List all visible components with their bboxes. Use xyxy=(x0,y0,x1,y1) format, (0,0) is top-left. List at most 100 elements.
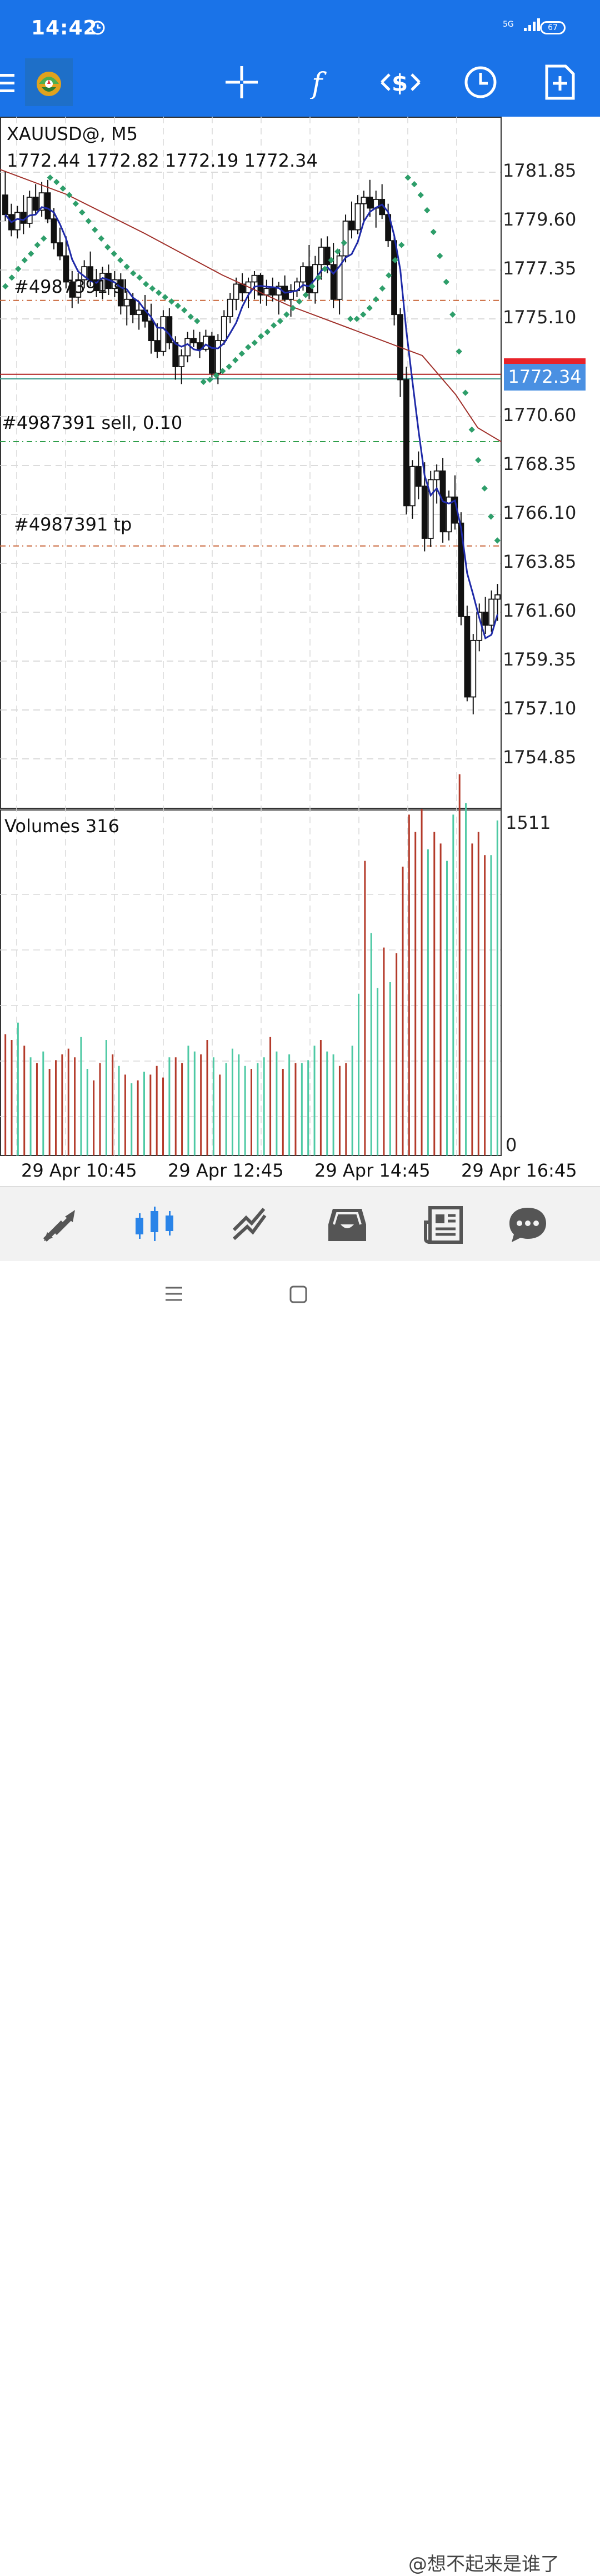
parabolic-sar-dot xyxy=(494,537,501,544)
price-tick-label: 1757.10 xyxy=(503,698,577,719)
parabolic-sar-dot xyxy=(277,318,283,324)
bull-candle xyxy=(433,470,440,481)
fast-moving-average-line xyxy=(4,203,498,640)
parabolic-sar-dot xyxy=(53,178,60,186)
bull-candle xyxy=(160,316,167,352)
parabolic-sar-dot xyxy=(21,257,28,264)
price-tick-label: 1781.85 xyxy=(503,160,577,181)
parabolic-sar-dot xyxy=(66,192,73,198)
parabolic-sar-dot xyxy=(475,457,482,463)
bear-candle xyxy=(166,316,173,343)
parabolic-sar-dot xyxy=(271,322,277,329)
bull-candle xyxy=(251,274,258,283)
nav-trade[interactable] xyxy=(222,1197,278,1253)
price-chart[interactable]: XAUUSD@, M5 1772.44 1772.82 1772.19 1772… xyxy=(0,117,600,1186)
bull-candle xyxy=(409,466,416,507)
bear-candle xyxy=(69,281,76,298)
parabolic-sar-dot xyxy=(59,185,66,192)
parabolic-sar-dot xyxy=(302,292,309,298)
bull-candle xyxy=(342,221,349,257)
volume-max-label: 1511 xyxy=(506,812,551,833)
parabolic-sar-dot xyxy=(85,218,92,224)
price-tick-label: 1775.10 xyxy=(503,307,577,328)
alarm-icon xyxy=(90,20,106,38)
history-icon xyxy=(328,1209,366,1241)
bull-candle xyxy=(446,496,452,533)
bull-candle xyxy=(354,203,361,231)
parabolic-sar-dot xyxy=(328,257,334,264)
parabolic-sar-dot xyxy=(200,378,207,386)
parabolic-sar-dot xyxy=(289,304,296,312)
current-price-tag: 1772.34 xyxy=(504,358,586,391)
parabolic-sar-dot xyxy=(283,311,290,318)
price-tick-label: 1768.35 xyxy=(503,453,577,474)
ohlc-values: 1772.44 1772.82 1772.19 1772.34 xyxy=(7,150,318,171)
chat-icon xyxy=(509,1208,546,1242)
bear-candle xyxy=(306,266,312,293)
crosshair-icon xyxy=(226,66,258,98)
bull-candle xyxy=(38,192,45,211)
nav-history[interactable] xyxy=(319,1197,375,1253)
parabolic-sar-dot xyxy=(174,302,181,309)
time-axis-label: 29 Apr 12:45 xyxy=(168,1160,284,1181)
parabolic-sar-dot xyxy=(322,266,328,272)
watermark: @想不起来是谁了 xyxy=(408,2553,559,2575)
bear-candle xyxy=(348,221,355,231)
battery-level: 67 xyxy=(548,23,558,32)
parabolic-sar-dot xyxy=(411,181,418,188)
nav-chart[interactable] xyxy=(127,1197,182,1253)
parabolic-sar-dot xyxy=(79,209,86,216)
parabolic-sar-dot xyxy=(366,304,373,312)
home-icon[interactable] xyxy=(289,1286,307,1305)
price-tick-label: 1766.10 xyxy=(503,502,577,523)
parabolic-sar-dot xyxy=(347,316,354,322)
bear-candle xyxy=(458,522,464,617)
volumes-label: Volumes 316 xyxy=(4,816,119,837)
bear-candle xyxy=(148,321,154,342)
objects-icon: $ xyxy=(381,69,421,97)
parabolic-sar-dot xyxy=(417,192,424,198)
bear-candle xyxy=(172,342,179,367)
status-bar: 14:42 5G 67 xyxy=(0,0,600,58)
parabolic-sar-dot xyxy=(379,285,386,292)
bull-candle xyxy=(227,298,233,317)
parabolic-sar-dot xyxy=(238,350,245,357)
timeframe-button[interactable] xyxy=(457,58,504,106)
system-nav-bar: @想不起来是谁了 xyxy=(0,1261,600,2575)
bear-candle xyxy=(421,486,428,539)
parabolic-sar-dot xyxy=(98,235,104,242)
objects-button[interactable]: $ xyxy=(377,58,424,106)
bull-candle xyxy=(488,598,494,626)
price-tick-label: 1754.85 xyxy=(503,747,577,768)
nav-chat[interactable] xyxy=(500,1197,556,1253)
parabolic-sar-dot xyxy=(143,281,149,288)
recents-icon[interactable] xyxy=(164,1286,183,1304)
parabolic-sar-dot xyxy=(404,174,411,181)
parabolic-sar-dot xyxy=(398,242,405,248)
price-tick-label: 1763.85 xyxy=(503,551,577,572)
nav-news[interactable] xyxy=(416,1197,471,1253)
bull-candle xyxy=(361,197,367,204)
bull-candle xyxy=(81,266,88,281)
bull-candle xyxy=(470,639,477,698)
svg-text:f: f xyxy=(309,67,327,99)
bear-candle xyxy=(324,247,331,266)
bull-candle xyxy=(336,255,343,300)
parabolic-sar-dot xyxy=(437,252,443,259)
network-label: 5G xyxy=(503,20,514,29)
parabolic-sar-dot xyxy=(245,344,252,351)
nav-quotes[interactable] xyxy=(32,1197,88,1253)
parabolic-sar-dot xyxy=(213,372,219,379)
new-order-button[interactable] xyxy=(536,58,584,106)
quotes-icon xyxy=(43,1210,75,1242)
crosshair-button[interactable] xyxy=(218,58,266,106)
time-axis-label: 29 Apr 16:45 xyxy=(461,1160,577,1181)
parabolic-sar-dot xyxy=(264,328,271,336)
bull-candle xyxy=(288,290,294,300)
indicators-button[interactable]: f xyxy=(297,58,345,106)
order-sl-label: #4987391 sl xyxy=(14,276,128,297)
menu-icon[interactable] xyxy=(0,69,17,99)
chart-canvas[interactable] xyxy=(0,117,600,1186)
parabolic-sar-dot xyxy=(15,266,22,272)
parabolic-sar-dot xyxy=(315,274,322,281)
